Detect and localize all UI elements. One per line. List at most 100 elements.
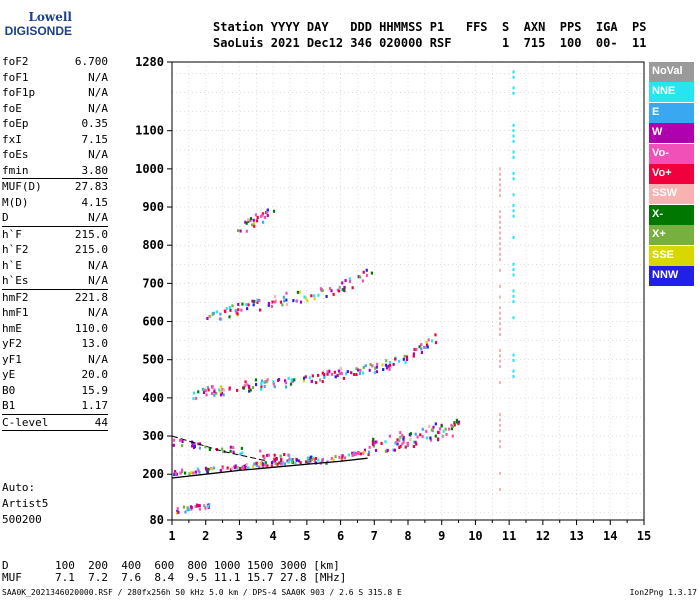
echo-point: [246, 383, 249, 387]
interference-point: [512, 214, 515, 218]
echo-point: [385, 366, 389, 370]
interference-point: [499, 487, 502, 491]
echo-point: [222, 393, 225, 397]
y-tick-label: 400: [142, 391, 164, 405]
echo-point: [172, 443, 175, 447]
echo-point: [244, 380, 247, 384]
echo-point: [315, 381, 318, 385]
echo-point: [343, 456, 347, 460]
echo-point: [266, 378, 269, 382]
echo-point: [237, 302, 240, 306]
echo-point: [292, 299, 295, 303]
echo-point: [206, 316, 209, 320]
param-value: N/A: [88, 70, 108, 84]
echo-point: [307, 459, 310, 463]
echo-point: [218, 317, 222, 321]
param-row: fxI 7.15: [2, 132, 108, 148]
echo-point: [365, 273, 369, 277]
echo-point: [182, 505, 186, 509]
echo-point: [396, 438, 399, 442]
echo-point: [245, 229, 248, 233]
interference-point: [499, 215, 502, 219]
y-tick-label: 80: [150, 513, 164, 527]
echo-point: [197, 504, 200, 508]
interference-point: [512, 155, 515, 159]
echo-point: [298, 290, 301, 294]
echo-point: [262, 454, 265, 458]
param-row: foEs N/A: [2, 147, 108, 163]
echo-point: [266, 208, 269, 212]
echo-point: [263, 463, 267, 467]
echo-point: [221, 466, 224, 470]
echo-point: [355, 367, 358, 371]
echo-point: [267, 453, 270, 457]
echo-point: [310, 458, 313, 462]
echo-point: [419, 433, 422, 437]
param-value: 1.17: [81, 399, 109, 412]
param-row: MUF(D) 27.83: [2, 179, 108, 195]
echo-point: [392, 362, 395, 366]
x-tick-label: 5: [303, 529, 310, 543]
echo-point: [436, 437, 440, 441]
echo-point: [451, 434, 454, 438]
x-tick-label: 1: [168, 529, 175, 543]
interference-point: [512, 353, 515, 357]
echo-point: [204, 506, 207, 510]
echo-point: [326, 370, 329, 374]
param-row: hmF2 221.8: [2, 290, 108, 306]
interference-point: [499, 332, 502, 336]
echo-point: [195, 396, 198, 400]
param-value: N/A: [88, 148, 108, 161]
echo-point: [453, 421, 456, 425]
echo-point: [384, 440, 387, 444]
echo-point: [194, 470, 197, 474]
echo-point: [455, 418, 459, 422]
echo-point: [362, 371, 365, 375]
echo-point: [392, 448, 395, 452]
echo-point: [321, 289, 324, 293]
interference-point: [499, 172, 502, 176]
density-profile-line: [171, 457, 368, 479]
echo-point: [376, 362, 379, 366]
echo-point: [351, 451, 354, 455]
param-name: fxI: [2, 132, 22, 146]
echo-point: [219, 389, 222, 393]
echo-point: [192, 397, 195, 401]
echo-point: [234, 464, 237, 468]
y-tick-label: 700: [142, 276, 164, 290]
interference-point: [499, 167, 502, 171]
param-value: 215.0: [74, 243, 108, 256]
echo-point: [273, 300, 276, 304]
interference-point: [499, 183, 502, 187]
echo-point: [217, 388, 221, 392]
echo-point: [447, 427, 451, 431]
param-name: M(D): [2, 195, 29, 209]
echo-point: [259, 461, 263, 465]
echo-point: [310, 379, 314, 383]
interference-point: [499, 188, 502, 192]
echo-point: [330, 289, 333, 293]
echo-point: [363, 448, 367, 452]
echo-point: [364, 364, 367, 368]
legend-entry: Vo+: [649, 163, 694, 184]
echo-point: [388, 361, 392, 365]
interference-point: [512, 294, 515, 298]
echo-point: [445, 433, 448, 437]
echo-point: [270, 464, 274, 468]
legend-entry: NoVal: [649, 62, 694, 82]
echo-point: [258, 465, 261, 469]
header-columns: Station YYYY DAY DDD HHMMSS P1 FFS S AXN…: [213, 20, 647, 34]
echo-point: [434, 341, 438, 345]
echo-point: [231, 304, 234, 308]
echo-point: [229, 468, 233, 472]
echo-point: [365, 268, 368, 272]
echo-point: [382, 368, 385, 372]
echo-point: [295, 458, 299, 462]
echo-point: [338, 455, 341, 459]
echo-point: [310, 294, 313, 298]
param-value: 0.35: [81, 117, 109, 130]
echo-point: [290, 378, 293, 382]
echo-point: [429, 438, 433, 442]
legend-entry: Vo-: [649, 143, 694, 164]
interference-point: [499, 439, 502, 443]
